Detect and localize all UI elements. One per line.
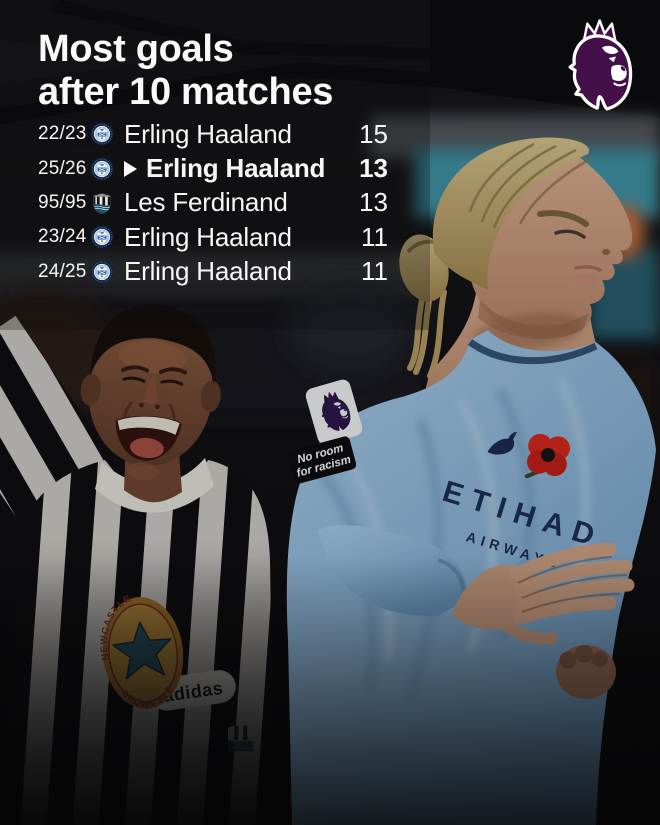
puma-logo <box>487 432 518 455</box>
no-room-for-racism-patch: No room for racism <box>287 436 357 484</box>
pl-sleeve-patch <box>305 379 363 445</box>
poppy-flower <box>524 433 571 479</box>
